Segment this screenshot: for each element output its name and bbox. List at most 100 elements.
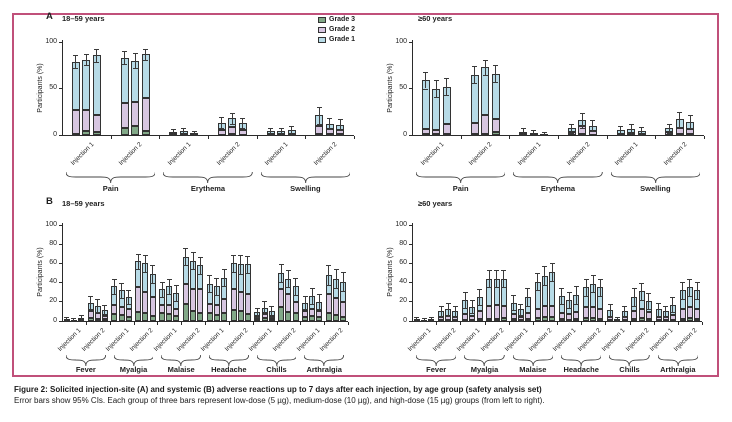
x-axis-group-tick [208, 136, 209, 139]
chart-legend: Grade 3 Grade 2 Grade 1 [318, 15, 355, 45]
error-bar-cap-top [340, 272, 346, 274]
figure-caption: Figure 2: Solicited injection-site (A) a… [14, 384, 720, 406]
bar-segment-grade3 [333, 315, 340, 321]
error-bar-line [318, 294, 320, 310]
bar-segment-grade3 [278, 306, 285, 321]
bar-segment-grade2 [694, 309, 701, 320]
bar-segment-grade2 [244, 294, 251, 315]
error-bar-cap-bottom [423, 88, 429, 90]
bar-segment-grade3 [340, 317, 347, 321]
bar-segment-grade3 [159, 313, 166, 321]
error-bar-line [209, 274, 211, 293]
error-bar-cap-top [207, 274, 213, 276]
error-bar-cap-top [646, 293, 652, 295]
error-bar-cap-bottom [472, 82, 477, 84]
error-bar-cap-top [94, 48, 100, 50]
y-tick-label: 20 [399, 297, 407, 305]
error-bar-line [145, 48, 146, 60]
bar-segment-grade3 [237, 311, 244, 321]
error-bar-cap-top [245, 255, 251, 257]
error-bar-line [240, 254, 242, 274]
x-axis-group-tick [460, 322, 462, 325]
error-bar-cap-bottom [245, 273, 251, 274]
error-bar-line [90, 296, 92, 310]
brace-icon [608, 354, 651, 367]
error-bar-cap-bottom [677, 126, 683, 128]
bar-segment-grade3 [173, 316, 180, 321]
error-bar-cap-bottom [173, 300, 179, 302]
brace-icon [512, 354, 554, 367]
error-bar-cap-bottom [135, 269, 141, 271]
bar-segment-grade3 [254, 319, 261, 322]
error-bar-line [199, 256, 201, 274]
error-bar-cap-top [254, 307, 260, 309]
error-bar-cap-top [631, 288, 637, 290]
y-axis-tick [408, 262, 412, 264]
error-bar-cap-top [486, 270, 492, 272]
error-bar-line [633, 288, 635, 306]
error-bar-line [620, 125, 621, 135]
error-bar-cap-top [183, 248, 189, 250]
category-brace [512, 354, 554, 367]
x-axis-group-tick [228, 322, 230, 325]
category-brace [208, 354, 250, 367]
error-bar-cap-top [326, 265, 332, 267]
x-axis-group-tick [85, 322, 87, 325]
error-bar-cap-top [143, 48, 148, 50]
error-bar-line [513, 295, 515, 311]
x-axis-group-tick [159, 136, 161, 139]
bar-segment-grade2 [476, 311, 483, 320]
bar-segment-grade2 [638, 308, 645, 319]
error-bar-line [168, 278, 170, 295]
error-bar-cap-top [302, 296, 308, 298]
bar-segment-grade2 [686, 306, 693, 319]
error-bar-cap-top [573, 286, 579, 288]
error-bar-cap-bottom [631, 305, 637, 307]
error-bar-cap-bottom [445, 316, 451, 318]
error-bar-cap-top [285, 270, 291, 272]
x-axis-group-tick [557, 322, 558, 325]
x-axis-line [62, 321, 348, 322]
bar-segment-grade3 [445, 320, 452, 323]
y-axis-tick [408, 134, 412, 136]
bar-segment-grade2 [491, 119, 500, 133]
error-bar-cap-top [501, 270, 507, 272]
y-tick-label: 50 [49, 84, 57, 91]
error-bar-cap-top [173, 285, 179, 287]
error-bar-cap-bottom [142, 272, 148, 274]
x-axis-group-tick [109, 322, 111, 325]
error-bar-cap-top [559, 288, 565, 290]
error-bar-line [335, 269, 337, 289]
brace-icon [303, 354, 345, 367]
bar-segment-grade2 [679, 308, 686, 320]
bar-segment-grade3 [182, 303, 189, 321]
error-bar-cap-top [597, 278, 603, 280]
y-tick-label: 100 [395, 220, 407, 228]
error-bar-cap-top [618, 125, 623, 127]
error-bar-line [641, 282, 643, 300]
x-axis-group-tick [702, 322, 703, 325]
error-bar-line [137, 253, 139, 270]
y-tick-label: 100 [45, 220, 57, 228]
error-bar-cap-top [73, 55, 79, 57]
category-label: Arthralgia [306, 365, 342, 374]
bar-segment-grade2 [481, 114, 489, 135]
error-bar-line [430, 317, 432, 321]
x-axis-group-tick [484, 322, 486, 325]
x-axis-group-tick [605, 322, 607, 325]
bar-segment-grade3 [534, 318, 541, 321]
caption-title: Figure 2: Solicited injection-site (A) a… [14, 385, 542, 394]
bar-segment-grade2 [309, 308, 316, 317]
bar-segment-grade3 [486, 319, 493, 322]
error-bar-cap-bottom [302, 309, 308, 311]
error-bar-line [551, 263, 553, 281]
bar-segment-grade3 [675, 134, 684, 137]
x-axis-group-tick [276, 322, 278, 325]
error-bar-cap-top [88, 296, 94, 298]
bar-segment-grade2 [94, 313, 101, 320]
error-bar-cap-top [278, 264, 284, 266]
error-bar-cap-bottom [590, 292, 596, 294]
category-brace [657, 354, 699, 367]
bar-segment-grade2 [221, 298, 228, 314]
y-tick-label: 60 [49, 258, 57, 266]
